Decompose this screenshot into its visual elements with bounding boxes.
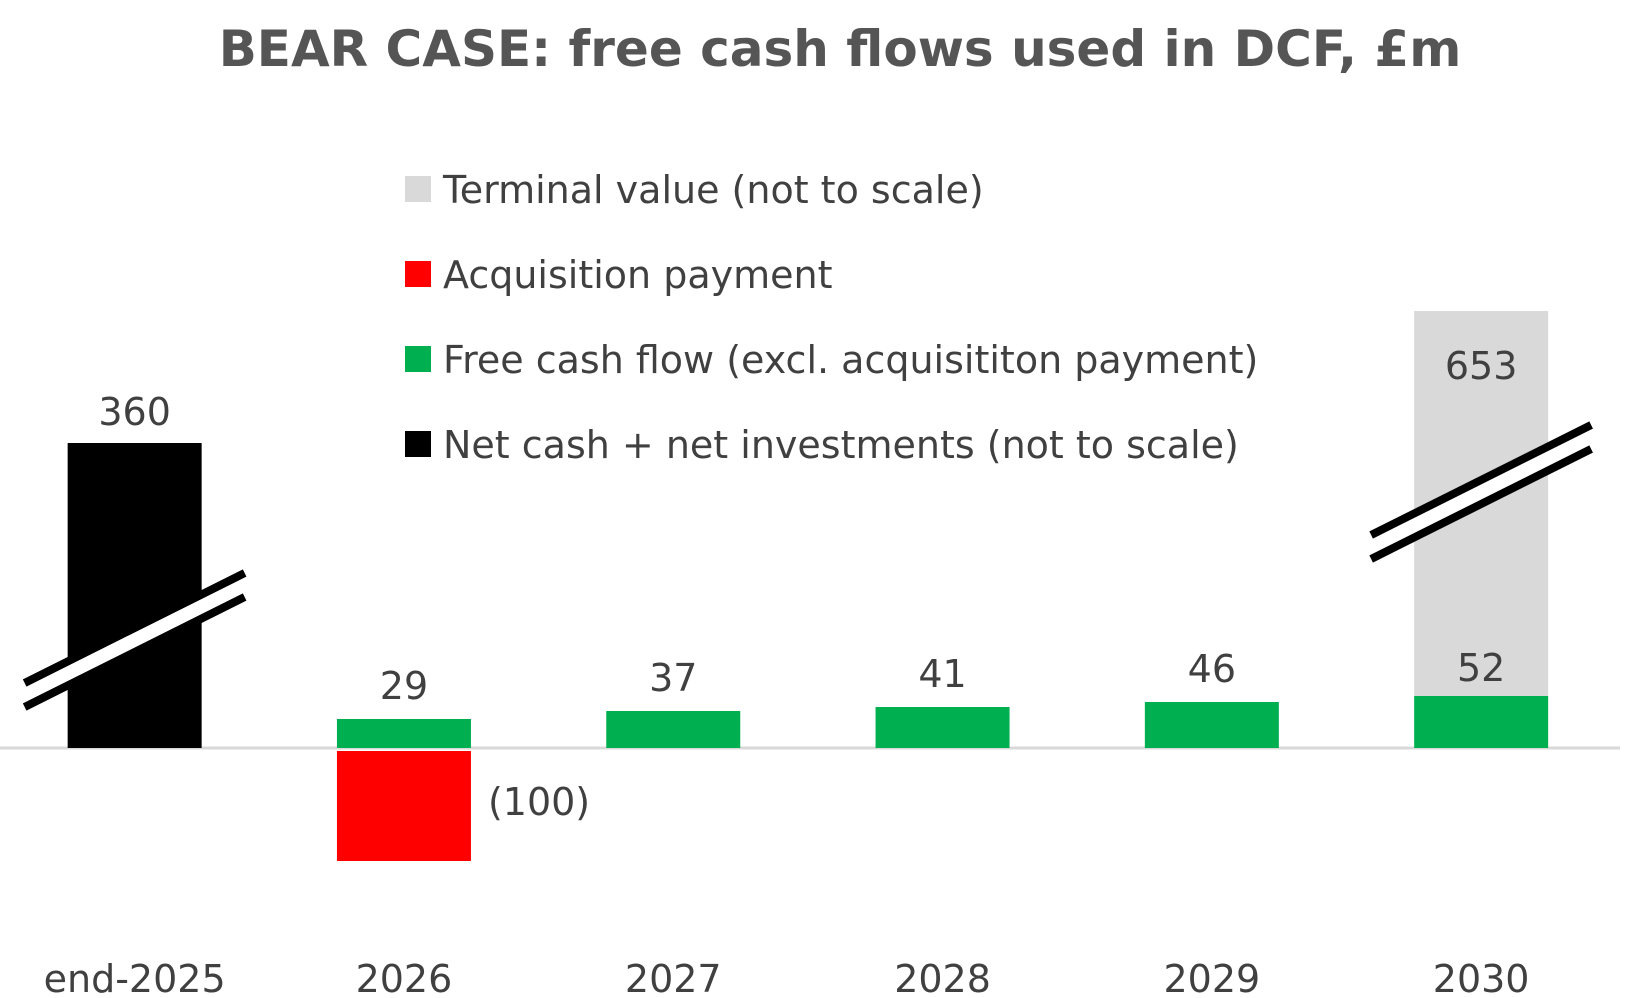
bar-netcash-end-2025 (67, 443, 202, 748)
label-netcash-end-2025: 360 (98, 390, 171, 434)
bar-fcf-2027 (606, 711, 741, 748)
label-fcf-2030: 52 (1457, 646, 1505, 690)
legend-label-acquisition-payment: Acquisition payment (443, 253, 832, 297)
x-tick-2028: 2028 (894, 957, 991, 998)
bar-fcf-2028 (875, 707, 1010, 748)
chart-title: BEAR CASE: free cash flows used in DCF, … (219, 20, 1462, 78)
axis-break-netcash (22, 569, 247, 711)
label-fcf-2027: 37 (649, 656, 697, 700)
x-axis-ticks: end-2025 2026 2027 2028 2029 2030 (44, 957, 1530, 998)
bar-fcf-2030 (1414, 696, 1549, 748)
label-terminal-2030: 653 (1445, 344, 1518, 388)
bars-layer (67, 311, 1549, 861)
bar-fcf-2029 (1144, 702, 1279, 748)
legend-label-net-cash-net-investments-not-to-scale: Net cash + net investments (not to scale… (443, 423, 1239, 467)
legend-swatch-terminal-value-not-to-scale (405, 176, 431, 202)
axis-break-netcash-gap (24, 573, 245, 707)
legend-label-terminal-value-not-to-scale: Terminal value (not to scale) (442, 168, 984, 212)
axis-break-terminal-line-b (1369, 445, 1593, 563)
legend-label-free-cash-flow-excl-acquisititon-payment: Free cash flow (excl. acquisititon payme… (443, 338, 1258, 382)
axis-break-netcash-line-a (22, 569, 247, 687)
x-tick-end-2025: end-2025 (44, 957, 226, 998)
label-fcf-2028: 41 (918, 652, 966, 696)
label-acquisition-2026: (100) (488, 780, 590, 824)
axis-break-terminal-gap (1371, 425, 1592, 559)
legend: Terminal value (not to scale) Acquisition… (405, 168, 1258, 467)
legend-swatch-net-cash-net-investments-not-to-scale (405, 431, 431, 457)
x-tick-2026: 2026 (356, 957, 453, 998)
axis-break-netcash-line-b (22, 593, 247, 711)
label-fcf-2026: 29 (380, 664, 428, 708)
axis-breaks-layer (22, 421, 1593, 711)
legend-swatch-free-cash-flow-excl-acquisititon-payment (405, 346, 431, 372)
x-tick-2027: 2027 (625, 957, 722, 998)
axis-break-terminal (1369, 421, 1593, 563)
label-fcf-2029: 46 (1188, 647, 1236, 691)
legend-swatch-acquisition-payment (405, 261, 431, 287)
bar-acquisition-2026 (336, 751, 471, 861)
x-tick-2030: 2030 (1433, 957, 1530, 998)
axis-break-terminal-line-a (1369, 421, 1593, 539)
bar-fcf-2026 (336, 719, 471, 748)
data-labels-layer: 360 29 (100) 37 41 46 52 653 (98, 344, 1517, 824)
x-tick-2029: 2029 (1163, 957, 1260, 998)
